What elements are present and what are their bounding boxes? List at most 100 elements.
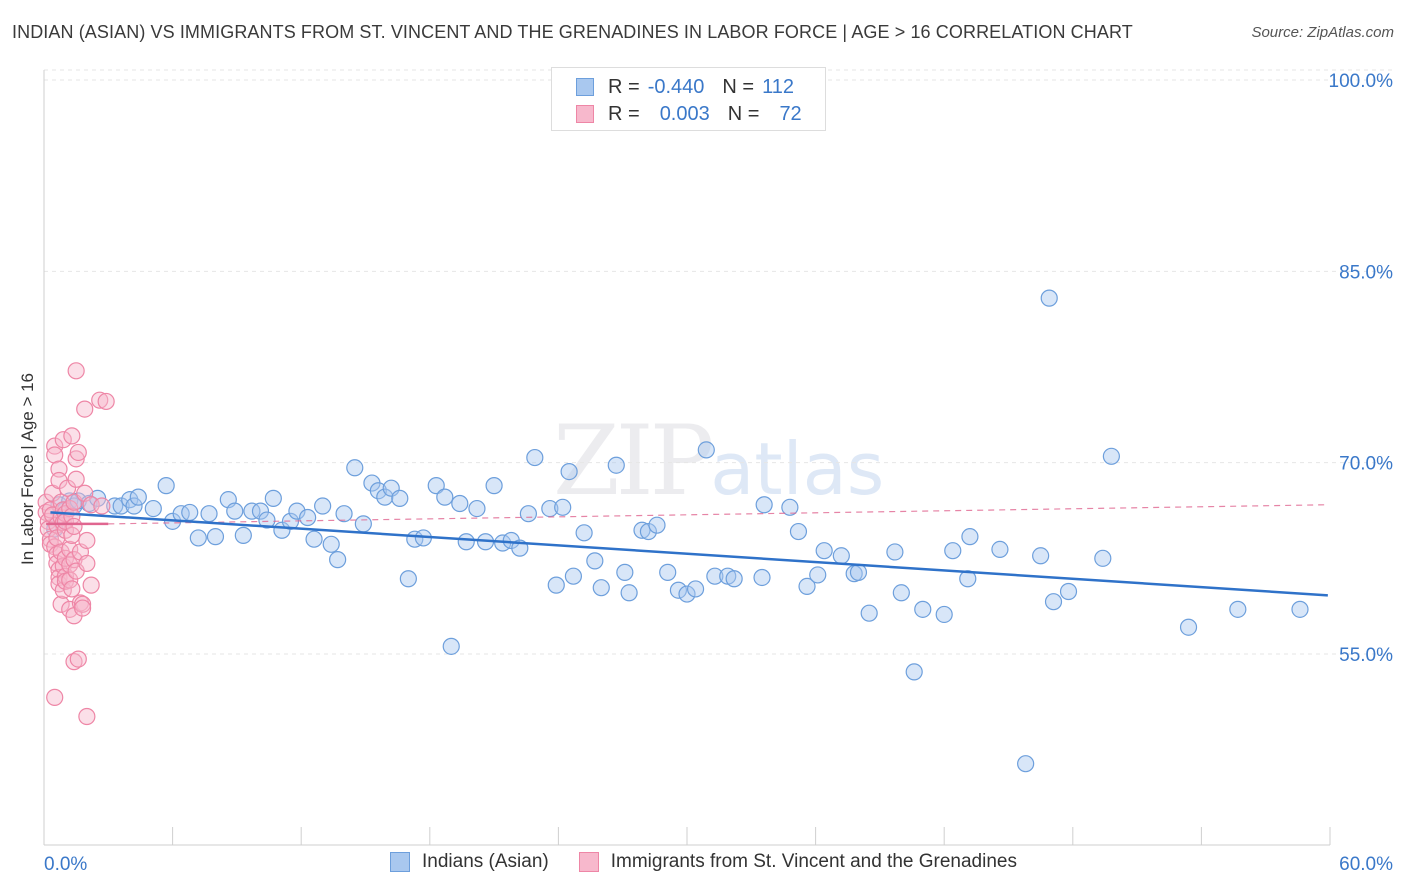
point-immigrants [67, 470, 85, 488]
point-indians [1179, 618, 1198, 636]
point-indians [809, 566, 827, 584]
trend-line-indians [50, 511, 1328, 597]
point-indians [519, 505, 537, 523]
point-indians [354, 515, 372, 533]
point-indians [678, 585, 696, 603]
point-indians [633, 521, 651, 539]
point-indians [592, 579, 610, 597]
point-immigrants [91, 391, 109, 409]
point-indians [329, 551, 347, 569]
point-indians [258, 511, 276, 529]
chart-title: INDIAN (ASIAN) VS IMMIGRANTS FROM ST. VI… [12, 22, 1133, 42]
n-label: N = [722, 75, 755, 98]
point-indians [789, 522, 808, 541]
y-tick-label: 55.0% [1339, 645, 1393, 666]
legend-label-indians: Indians (Asian) [422, 851, 549, 872]
point-indians [181, 503, 199, 522]
x-tick-label-max: 60.0% [1339, 854, 1393, 875]
point-immigrants [67, 362, 85, 380]
point-immigrants [73, 595, 92, 613]
point-indians [346, 459, 364, 477]
point-indians [106, 497, 124, 515]
point-indians [886, 543, 904, 561]
point-indians [554, 498, 572, 516]
point-indians [686, 580, 705, 598]
point-indians [189, 529, 207, 547]
legend-row-indians: R = -0.440 N = 112 [576, 74, 794, 100]
watermark: ZIPatlas [553, 405, 884, 517]
point-indians [1032, 547, 1050, 565]
point-indians [781, 498, 799, 516]
point-immigrants [61, 540, 79, 559]
point-indians [697, 441, 715, 459]
watermark-zip: ZIP [553, 405, 714, 517]
point-indians [560, 462, 578, 481]
point-indians [1040, 289, 1058, 307]
point-indians [457, 533, 475, 551]
tick-labels: 55.0% 70.0% 85.0% 100.0% 0.0% 60.0% [44, 71, 1393, 875]
point-indians [314, 497, 332, 515]
point-indians [226, 502, 244, 520]
point-indians [1291, 600, 1309, 618]
point-indians [251, 502, 270, 520]
point-indians [200, 505, 218, 523]
r-value: 0.003 [659, 102, 710, 125]
y-tick-label: 85.0% [1339, 262, 1393, 283]
point-indians [1102, 447, 1120, 465]
correlation-legend: R = -0.440 N = 112 R = 0.003 N = 72 [551, 67, 826, 131]
y-axis-label: In Labor Force | Age > 16 [18, 372, 37, 565]
point-indians [125, 497, 143, 515]
point-indians [832, 547, 850, 565]
point-immigrants [58, 479, 77, 497]
point-indians [892, 584, 910, 602]
point-indians [575, 524, 593, 542]
point-indians [905, 663, 923, 681]
point-indians [451, 494, 469, 513]
point-indians [706, 567, 724, 585]
point-indians [648, 516, 666, 534]
point-indians [1094, 549, 1112, 567]
point-immigrants [54, 431, 72, 449]
n-label: N = [727, 102, 760, 125]
point-indians [1017, 755, 1035, 773]
point-indians [376, 488, 394, 506]
point-indians [391, 489, 409, 507]
axes [43, 70, 1331, 846]
grid [44, 69, 1395, 655]
point-indians [753, 568, 771, 587]
point-indians [860, 604, 878, 622]
point-indians [112, 497, 130, 515]
legend-item-indians: Indians (Asian) [390, 851, 549, 873]
trend-line-immigrants-dashed [108, 504, 1328, 525]
series-legend: Indians (Asian) Immigrants from St. Vinc… [390, 851, 1047, 873]
point-immigrants [78, 531, 96, 550]
point-indians [264, 489, 282, 507]
point-indians [755, 496, 773, 514]
point-immigrants [82, 576, 100, 594]
point-indians [144, 499, 162, 518]
point-indians [526, 448, 544, 467]
point-indians [157, 477, 175, 495]
point-indians [659, 563, 677, 581]
x-tick-label-min: 0.0% [44, 854, 87, 875]
point-indians [234, 526, 252, 544]
point-immigrants [52, 595, 70, 613]
point-indians [399, 570, 417, 588]
point-indians [944, 542, 962, 560]
point-immigrants [69, 443, 87, 462]
point-immigrants [97, 392, 115, 411]
point-indians [815, 542, 833, 560]
point-immigrants [69, 650, 87, 668]
pink-swatch [576, 105, 594, 123]
point-indians [798, 577, 816, 595]
point-immigrants [76, 400, 94, 418]
point-indians [991, 540, 1009, 559]
legend-row-immigrants: R = 0.003 N = 72 [576, 101, 802, 127]
point-immigrants [73, 599, 92, 617]
point-indians [725, 570, 743, 588]
point-indians [564, 567, 583, 585]
point-indians [547, 576, 565, 594]
n-value: 112 [762, 75, 794, 98]
data-points [37, 289, 1309, 773]
